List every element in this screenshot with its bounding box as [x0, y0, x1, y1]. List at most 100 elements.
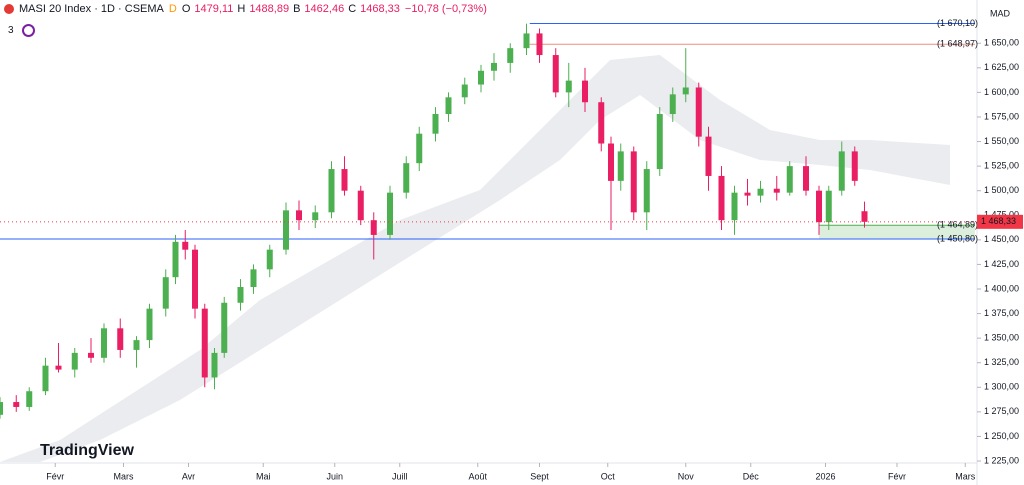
y-tick-label: 1 625,00	[984, 62, 1019, 72]
x-tick-label: Mai	[256, 471, 271, 481]
candle-body	[786, 166, 793, 193]
candle-body	[88, 352, 94, 358]
y-tick-label: 1 575,00	[984, 111, 1019, 121]
support-zone	[819, 225, 975, 240]
candle-body	[201, 308, 208, 378]
cloud	[0, 55, 950, 462]
y-tick-label: 1 475,00	[984, 210, 1019, 220]
x-tick-label: Avr	[182, 471, 195, 481]
ohlc-key: B	[293, 3, 301, 15]
brand: TradingView	[40, 442, 135, 459]
candle-body	[718, 175, 725, 221]
candle-body	[192, 249, 198, 309]
candle-body	[656, 114, 663, 170]
candle-body	[237, 287, 244, 303]
candle-body	[536, 33, 543, 56]
x-tick-label: Août	[468, 471, 487, 481]
candle-body	[825, 190, 832, 223]
y-tick-label: 1 400,00	[984, 283, 1019, 293]
x-tick-label: Mars	[955, 471, 975, 481]
candle-body	[296, 210, 302, 221]
candle-body	[643, 169, 650, 213]
candle-body	[445, 97, 452, 115]
level-label: (1 670,10)	[937, 18, 978, 28]
candle-body	[0, 402, 3, 415]
candle-body	[250, 269, 257, 288]
candle-body	[172, 241, 179, 278]
ohlc-key: O	[181, 3, 191, 15]
y-tick-label: 1 550,00	[984, 136, 1019, 146]
candle-body	[266, 249, 273, 270]
candle-body	[682, 87, 689, 95]
change: −10,78 (−0,73%)	[404, 3, 487, 15]
candle-body	[357, 190, 364, 221]
ohlc-value: 1462,46	[304, 3, 345, 15]
level-label: (1 648,97)	[937, 39, 978, 49]
y-tick-label: 1 600,00	[984, 87, 1019, 97]
x-tick-label: Sept	[530, 471, 549, 481]
candle-body	[838, 151, 845, 191]
y-tick-label: 1 225,00	[984, 455, 1019, 465]
candle-body	[608, 143, 614, 181]
candle-body	[861, 211, 868, 222]
y-tick-label: 1 650,00	[984, 38, 1019, 48]
candle-body	[816, 190, 822, 223]
y-tick-label: 1 500,00	[984, 185, 1019, 195]
candle-body	[552, 55, 559, 93]
indicator-count[interactable]: 3	[8, 25, 14, 36]
x-tick-label: Juill	[392, 471, 408, 481]
ohlc-key: H	[237, 3, 246, 15]
candle-body	[478, 70, 484, 85]
legend-header: MASI 20 Index · 1D · CSEMA D O 1479,11 H 14…	[4, 3, 487, 15]
x-tick-label: Févr	[46, 471, 64, 481]
x-tick-label: Déc	[743, 471, 760, 481]
ohlc-key: C	[348, 3, 357, 15]
candle-body	[221, 302, 228, 353]
candle-body	[328, 169, 335, 213]
candle-body	[387, 192, 393, 235]
indicator-row: 3	[8, 24, 35, 37]
candle-body	[461, 84, 468, 98]
x-tick-label: Mars	[114, 471, 134, 481]
candle-body	[695, 87, 702, 137]
candle-body	[117, 328, 124, 350]
candle-body	[432, 114, 439, 134]
ohlc-value: 1488,89	[249, 3, 290, 15]
y-tick-label: 1 325,00	[984, 357, 1019, 367]
x-tick-label: Oct	[601, 471, 616, 481]
candle-body	[403, 163, 410, 193]
candle-body	[507, 48, 514, 63]
candle-body	[283, 210, 289, 250]
indicator-icon[interactable]	[21, 24, 35, 37]
candle-body	[312, 212, 319, 221]
candle-body	[162, 277, 169, 309]
level-label: (1 450,80)	[937, 233, 978, 243]
y-tick-label: 1 250,00	[984, 431, 1019, 441]
candle-body	[705, 136, 712, 176]
symbol: MASI 20 Index · 1D · CSEMA	[19, 3, 164, 15]
candle-body	[803, 166, 809, 191]
candle-body	[211, 352, 218, 378]
candle-body	[416, 133, 423, 164]
candle-body	[669, 94, 676, 115]
y-tick-label: 1 450,00	[984, 234, 1019, 244]
candle-body	[341, 169, 348, 191]
candle-body	[71, 352, 78, 370]
candle-body	[13, 402, 20, 407]
candle-body	[491, 62, 497, 71]
candle-body	[731, 192, 738, 221]
candle-body	[523, 33, 530, 49]
candle-body	[182, 241, 189, 250]
y-tick-label: 1 300,00	[984, 382, 1019, 392]
candle-body	[146, 308, 153, 341]
currency: MAD	[990, 8, 1011, 18]
y-tick-label: 1 425,00	[984, 259, 1019, 269]
y-tick-label: 1 350,00	[984, 333, 1019, 343]
candle-body	[598, 102, 605, 144]
last-price-box	[977, 214, 1023, 229]
flag: D	[168, 3, 177, 15]
candle-body	[370, 220, 377, 235]
y-tick-label: 1 525,00	[984, 160, 1019, 170]
